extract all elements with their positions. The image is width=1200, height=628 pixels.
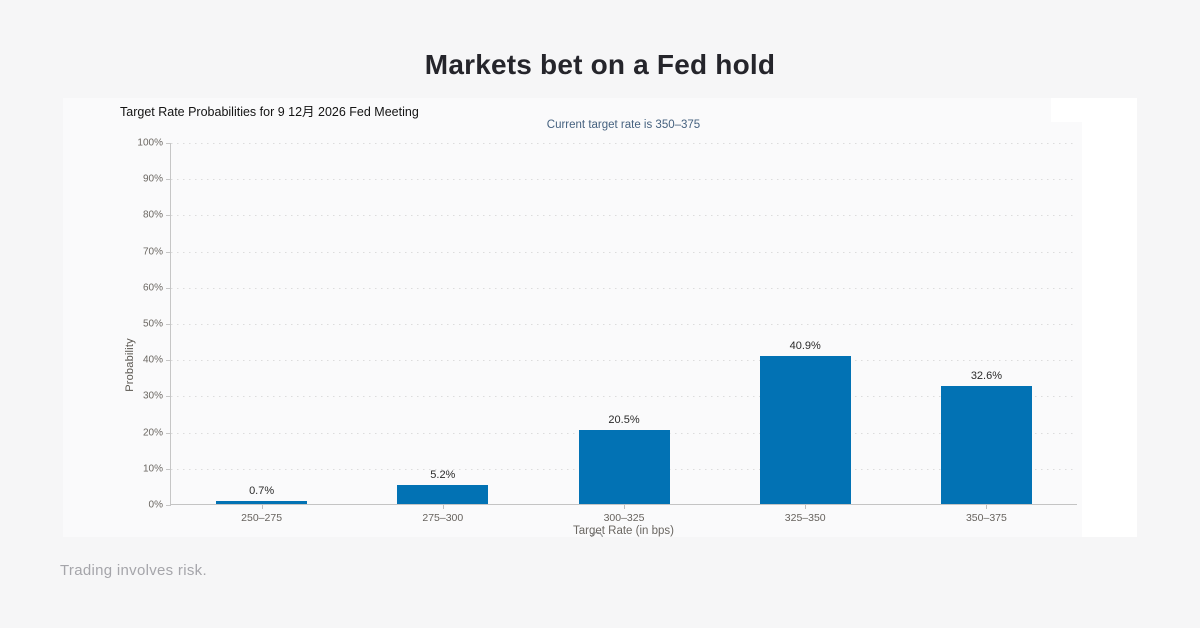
bar-value-label: 5.2% bbox=[430, 469, 456, 482]
y-tick-label: 10% bbox=[142, 463, 163, 475]
y-tick-mark bbox=[166, 215, 171, 217]
y-tick-mark bbox=[166, 360, 171, 362]
bar-column: 5.2% bbox=[352, 143, 533, 504]
gridline bbox=[171, 360, 1077, 362]
bar-column: 40.9% bbox=[715, 143, 896, 504]
gridline bbox=[171, 143, 1077, 144]
y-tick-label: 0% bbox=[148, 499, 163, 511]
y-tick-label: 40% bbox=[142, 354, 163, 366]
bar bbox=[578, 429, 670, 504]
y-tick-label: 70% bbox=[142, 246, 163, 258]
x-tick-label: 300–325 bbox=[603, 512, 645, 524]
chart-title: Target Rate Probabilities for 9 12月 2026… bbox=[120, 105, 419, 119]
page-title: Markets bet on a Fed hold bbox=[424, 49, 776, 80]
x-tick-mark bbox=[442, 505, 444, 509]
x-tick-mark bbox=[624, 505, 625, 509]
y-tick-label: 20% bbox=[142, 427, 163, 439]
x-tick-label: 275–300 bbox=[422, 512, 464, 524]
x-axis: 250–275 275–300 300–325 325–350 350–375 bbox=[171, 512, 1077, 524]
bars: 0.7% 5.2% 20.5% 40.9% 32.6% bbox=[171, 143, 1077, 504]
y-tick-label: 80% bbox=[142, 209, 163, 221]
bar-value-label: 32.6% bbox=[970, 370, 1003, 382]
bar bbox=[216, 501, 308, 504]
x-axis-title: Target Rate (in bps) bbox=[573, 525, 674, 537]
bar-value-label: 0.7% bbox=[249, 485, 275, 498]
bar-column: 20.5% bbox=[533, 143, 714, 504]
gridline bbox=[171, 215, 1077, 217]
bar-value-label: 20.5% bbox=[608, 413, 640, 426]
y-tick-mark bbox=[166, 287, 171, 289]
gridline bbox=[171, 179, 1077, 181]
chart-panel: Target Rate Probabilities for 9 12月 2026… bbox=[63, 98, 1137, 537]
y-tick-mark bbox=[166, 324, 171, 325]
y-tick-label: 50% bbox=[142, 318, 163, 330]
gridline bbox=[171, 396, 1077, 398]
x-tick-mark bbox=[261, 505, 263, 509]
gridline bbox=[171, 324, 1077, 325]
y-tick-label: 60% bbox=[142, 282, 163, 294]
y-tick-mark bbox=[166, 468, 171, 470]
bar bbox=[940, 386, 1032, 504]
white-overlay-patch bbox=[1051, 98, 1137, 122]
y-tick-label: 90% bbox=[142, 173, 163, 185]
chart-screenshot-background bbox=[63, 98, 1082, 537]
bar-value-label: 40.9% bbox=[789, 339, 821, 352]
gridline bbox=[171, 251, 1077, 253]
disclaimer-text: Trading involves risk. bbox=[60, 562, 207, 579]
y-tick-mark bbox=[166, 251, 171, 253]
y-tick-label: 100% bbox=[137, 137, 163, 149]
x-tick-label: 250–275 bbox=[241, 512, 283, 524]
bar bbox=[759, 355, 851, 504]
y-axis: 0% 10% 20% 30% 40% 50% 60% 70% 80% 90% 100% bbox=[116, 138, 163, 511]
plot-area: 0% 10% 20% 30% 40% 50% 60% 70% 80% 90% 100% 0.7% 5.… bbox=[137, 138, 1077, 524]
y-tick-mark bbox=[166, 396, 171, 398]
bar bbox=[397, 485, 489, 504]
chart-subtitle: Current target rate is 350–375 bbox=[546, 119, 701, 131]
clipped-logo-icon bbox=[591, 532, 603, 537]
x-tick-label: 325–350 bbox=[784, 512, 826, 524]
x-tick-label: 350–375 bbox=[965, 512, 1007, 524]
y-tick-mark bbox=[166, 179, 171, 181]
bar-column: 0.7% bbox=[171, 143, 352, 504]
y-tick-mark bbox=[166, 505, 171, 506]
y-tick-mark bbox=[166, 432, 171, 434]
y-tick-label: 30% bbox=[142, 390, 163, 402]
x-tick-mark bbox=[986, 505, 988, 509]
x-tick-mark bbox=[805, 505, 807, 509]
gridline bbox=[171, 287, 1077, 289]
bar-column: 32.6% bbox=[896, 143, 1077, 504]
y-tick-mark bbox=[166, 143, 171, 144]
